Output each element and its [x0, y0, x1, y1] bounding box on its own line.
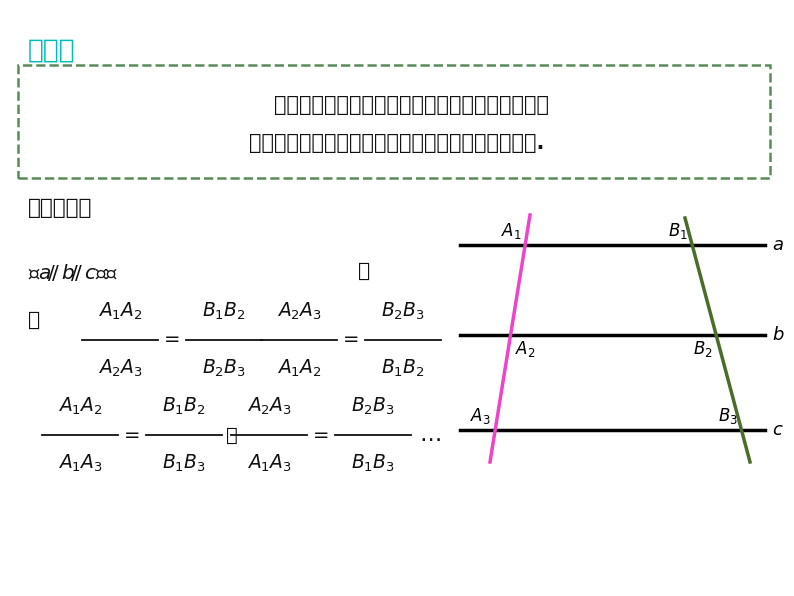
- Text: ，: ，: [358, 262, 370, 281]
- Text: =: =: [313, 426, 330, 445]
- Text: $A_1A_2$: $A_1A_2$: [98, 301, 142, 322]
- Text: 符号语言：: 符号语言：: [28, 198, 92, 218]
- Text: $A_2A_3$: $A_2A_3$: [247, 396, 291, 417]
- Text: $A_1A_2$: $A_1A_2$: [276, 358, 322, 379]
- Text: $B_1B_2$: $B_1B_2$: [381, 358, 425, 379]
- Bar: [18, 65, 770, 178]
- Text: $B_1$: $B_1$: [669, 221, 688, 241]
- Text: ，: ，: [28, 311, 40, 330]
- Text: =: =: [164, 331, 180, 349]
- Text: c: c: [772, 421, 782, 439]
- Text: 两条直线被一组平行线所截，所得的对应线段成比例.: 两条直线被一组平行线所截，所得的对应线段成比例.: [249, 133, 545, 153]
- Text: 归纳：: 归纳：: [28, 38, 75, 64]
- Text: =: =: [124, 426, 141, 445]
- Text: $B_3$: $B_3$: [718, 406, 738, 426]
- Text: $A_2A_3$: $A_2A_3$: [98, 358, 142, 379]
- Text: a: a: [772, 236, 783, 254]
- Text: $A_1$: $A_1$: [500, 221, 521, 241]
- Text: ，: ，: [226, 426, 237, 445]
- Text: $A_2$: $A_2$: [515, 339, 535, 359]
- Text: $B_1B_3$: $B_1B_3$: [351, 453, 395, 474]
- Text: …: …: [419, 425, 441, 445]
- Text: $B_1B_2$: $B_1B_2$: [162, 396, 206, 417]
- Text: b: b: [772, 326, 784, 344]
- Text: $A_1A_3$: $A_1A_3$: [247, 453, 291, 474]
- Text: $B_2B_3$: $B_2B_3$: [202, 358, 246, 379]
- Text: $B_2B_3$: $B_2B_3$: [381, 301, 425, 322]
- Text: 若$a\!/\!/\,b\!/\!/\,c$，则: 若$a\!/\!/\,b\!/\!/\,c$，则: [28, 262, 118, 283]
- Text: $A_1A_3$: $A_1A_3$: [58, 453, 102, 474]
- Text: $B_2$: $B_2$: [692, 339, 712, 359]
- Text: =: =: [343, 331, 359, 349]
- Text: $A_2A_3$: $A_2A_3$: [276, 301, 322, 322]
- Text: $A_1A_2$: $A_1A_2$: [58, 396, 102, 417]
- Text: $A_3$: $A_3$: [470, 406, 491, 426]
- Text: $B_2B_3$: $B_2B_3$: [351, 396, 395, 417]
- Text: 一般地，我们有平行线分线段成比例的基本事实：: 一般地，我们有平行线分线段成比例的基本事实：: [245, 95, 549, 115]
- Text: $B_1B_2$: $B_1B_2$: [202, 301, 246, 322]
- Text: $B_1B_3$: $B_1B_3$: [162, 453, 206, 474]
